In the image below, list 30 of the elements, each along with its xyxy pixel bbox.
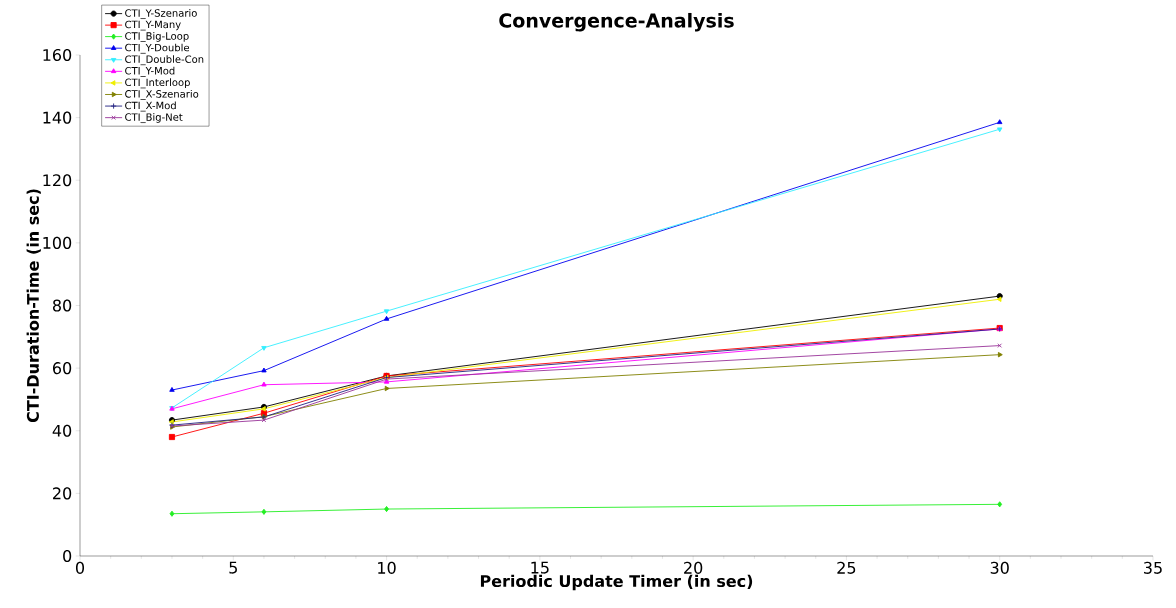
x-tick-label: 30 (990, 561, 1009, 574)
legend-label: CTI_Y-Mod (125, 66, 175, 77)
x-tick-label: 25 (837, 561, 856, 574)
y-tick-label: 60 (52, 362, 72, 375)
x-tick-label: 20 (684, 561, 703, 574)
chart-title: Convergence-Analysis (499, 12, 734, 32)
legend-label: CTI_Y-Double (125, 43, 190, 54)
y-tick-label: 40 (52, 424, 72, 437)
y-axis-title: CTI-Duration-Time (in sec) (26, 189, 41, 423)
y-tick-label: 100 (43, 236, 72, 249)
legend-label: CTI_X-Szenario (125, 89, 199, 100)
legend-label: CTI_Big-Loop (125, 32, 189, 43)
x-tick-label: 10 (378, 561, 396, 574)
legend-label: CTI_Double-Con (125, 55, 204, 66)
x-tick-label: 0 (75, 561, 85, 574)
legend-label: CTI_Y-Szenario (125, 9, 197, 20)
y-tick-label: 140 (43, 111, 72, 124)
legend-label: CTI_Big-Net (125, 113, 183, 124)
legend-label: CTI_Interloop (125, 78, 190, 89)
legend-label: CTI_X-Mod (125, 101, 176, 112)
y-tick-label: 160 (43, 48, 72, 62)
x-tick-label: 35 (1144, 561, 1162, 574)
y-tick-label: 20 (53, 487, 72, 500)
x-tick-label: 15 (531, 561, 549, 574)
legend-label: CTI_Y-Many (125, 20, 181, 31)
x-tick-label: 5 (229, 561, 237, 574)
y-tick-label: 120 (43, 174, 72, 187)
y-tick-label: 0 (63, 549, 72, 563)
y-tick-label: 80 (52, 299, 72, 312)
x-axis-title: Periodic Update Timer (in sec) (480, 574, 753, 591)
